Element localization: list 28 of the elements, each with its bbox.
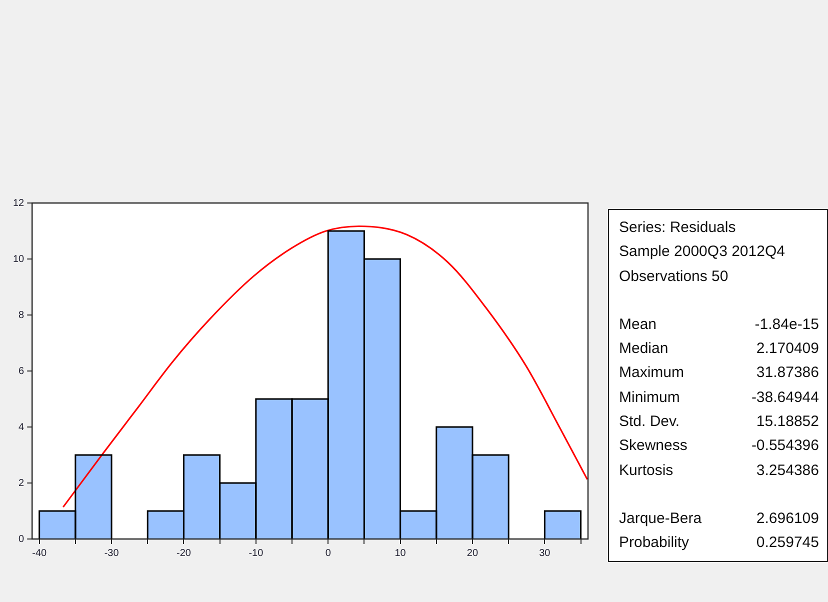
x-tick-label: 30 xyxy=(539,548,551,559)
x-tick-label: -30 xyxy=(104,548,120,559)
text: Median 2.170409 xyxy=(619,340,819,358)
text: Mean -1.84e-15 xyxy=(619,316,819,333)
text: Minimum -38.64944 xyxy=(619,388,819,406)
line-series xyxy=(62,225,588,508)
x-tick-label: -40 xyxy=(32,548,48,559)
y-tick-label: 12 xyxy=(13,198,25,209)
y-tick-label: 2 xyxy=(18,478,25,489)
y-tick-label: 4 xyxy=(18,422,25,433)
text: Probability 0.259745 xyxy=(619,534,819,552)
text: Skewness -0.554396 xyxy=(619,437,819,454)
text: Jarque-Bera 2.696109 xyxy=(619,510,819,527)
text: Sample 2000Q3 2012Q4 xyxy=(619,242,786,262)
x-tick-label: 0 xyxy=(325,548,332,559)
x-tick-label: -10 xyxy=(248,548,264,559)
text: Observations 50 xyxy=(619,266,730,287)
y-tick-label: 0 xyxy=(18,534,25,545)
text: Kurtosis 3.254386 xyxy=(619,462,819,479)
x-tick-label: 20 xyxy=(466,548,478,559)
y-tick-label: 8 xyxy=(18,310,25,321)
text: Std. Dev. 15.18852 xyxy=(619,413,819,430)
text: Maximum 31.87386 xyxy=(619,364,819,382)
text: Series: Residuals xyxy=(619,218,737,238)
x-tick-label: 10 xyxy=(394,548,406,559)
y-tick-label: 6 xyxy=(18,366,25,377)
y-tick-label: 10 xyxy=(13,254,25,265)
x-tick-label: -20 xyxy=(176,548,192,559)
